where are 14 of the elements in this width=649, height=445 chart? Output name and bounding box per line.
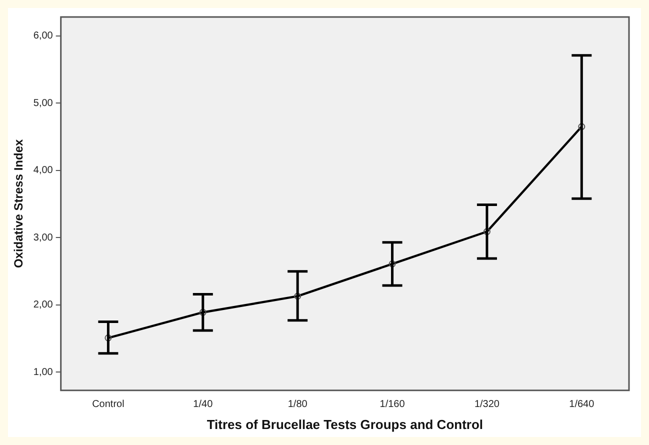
x-tick-label: 1/40 (193, 399, 214, 410)
x-tick-label: Control (92, 399, 124, 410)
y-axis-title: Oxidative Stress Index (12, 139, 26, 268)
y-tick-label: 5,00 (33, 98, 54, 109)
y-tick-label: 2,00 (33, 300, 54, 311)
y-tick-label: 6,00 (33, 30, 54, 42)
x-axis-title: Titres of Brucellae Tests Groups and Control (206, 416, 484, 432)
x-tick-label: 1/80 (288, 399, 308, 410)
y-tick-label: 1,00 (33, 366, 54, 378)
x-tick-label: 1/640 (569, 399, 595, 410)
y-tick-label: 4,00 (33, 165, 54, 176)
x-tick-label: 1/320 (474, 399, 500, 410)
x-tick-label: 1/160 (380, 399, 406, 410)
y-tick-label: 3,00 (33, 232, 54, 244)
